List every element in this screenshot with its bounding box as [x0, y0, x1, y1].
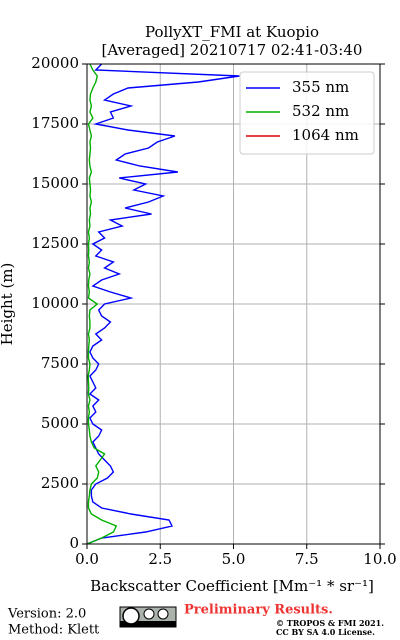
- license: CC BY SA 4.0 License.: [276, 627, 375, 637]
- legend-label: 355 nm: [292, 78, 349, 96]
- method: Method: Klett: [8, 623, 100, 638]
- x-axis-label: Backscatter Coefficient [Mm⁻¹ * sr⁻¹]: [90, 577, 374, 595]
- y-axis-label: Height (m): [0, 263, 16, 346]
- x-tick-label: 7.5: [295, 550, 319, 568]
- y-tick-label: 7500: [41, 354, 79, 372]
- profile-line: [86, 63, 240, 545]
- y-tick-label: 17500: [31, 114, 79, 132]
- y-tick-label: 0: [69, 534, 79, 552]
- x-tick-label: 5.0: [222, 550, 246, 568]
- chart-title: PollyXT_FMI at Kuopio: [145, 23, 319, 41]
- plot-frame: [86, 63, 381, 545]
- y-tick-label: 10000: [31, 294, 79, 312]
- profile-line: [86, 63, 118, 545]
- y-tick-label: 15000: [31, 174, 79, 192]
- y-tick-label: 5000: [41, 414, 79, 432]
- copyright: © TROPOS & FMI 2021.: [276, 618, 384, 628]
- y-tick-label: 20000: [31, 54, 79, 72]
- cc-logo: [119, 606, 177, 628]
- status: Preliminary Results.: [184, 603, 333, 618]
- legend-label: 1064 nm: [292, 126, 359, 144]
- y-tick-label: 12500: [31, 234, 79, 252]
- legend-box: [239, 71, 375, 155]
- x-tick-label: 0.0: [75, 550, 99, 568]
- version: Version: 2.0: [7, 607, 86, 622]
- chart-subtitle: [Averaged] 20210717 02:41-03:40: [102, 41, 363, 59]
- y-tick-label: 2500: [41, 474, 79, 492]
- legend-label: 532 nm: [292, 102, 349, 120]
- x-tick-label: 10.0: [363, 550, 396, 568]
- x-tick-label: 2.5: [148, 550, 172, 568]
